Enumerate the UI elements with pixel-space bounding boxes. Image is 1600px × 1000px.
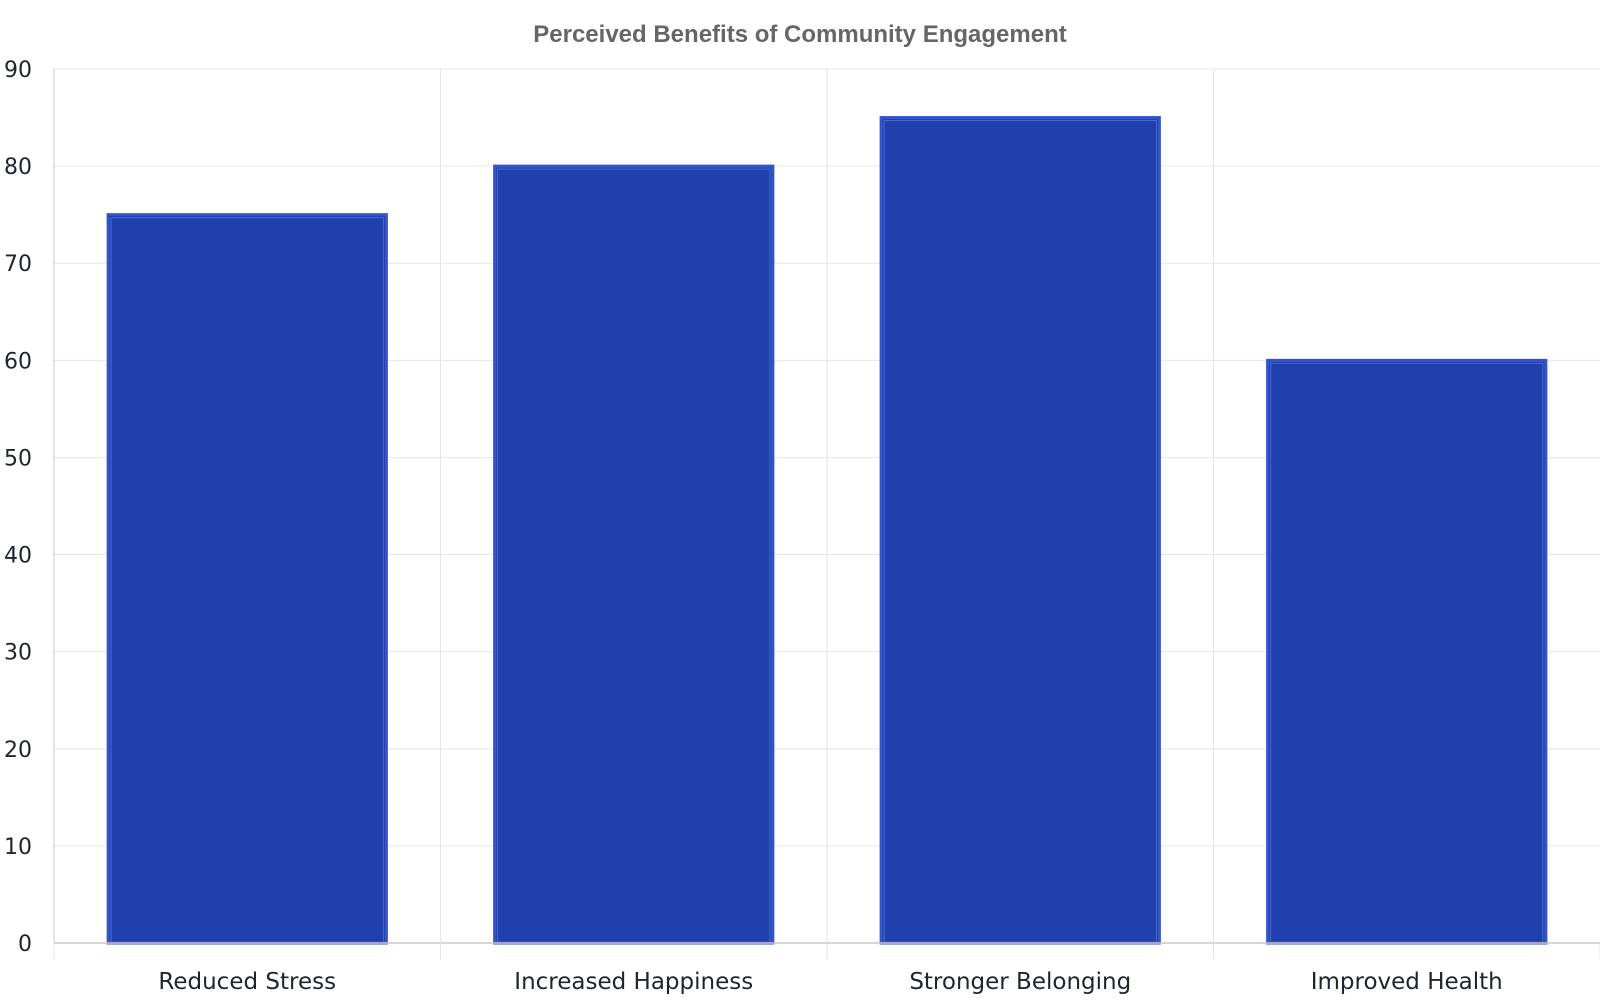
bar <box>106 213 388 945</box>
bar <box>493 164 775 945</box>
y-tick-label: 40 <box>4 544 32 569</box>
x-tick-label: Increased Happiness <box>514 969 753 995</box>
y-tick-label: 60 <box>4 349 32 374</box>
x-tick-label: Stronger Belonging <box>909 969 1131 995</box>
x-tick-label: Reduced Stress <box>158 969 336 995</box>
bar <box>879 116 1161 945</box>
bar <box>1266 358 1548 945</box>
y-tick-label: 80 <box>4 155 32 180</box>
y-tick-label: 70 <box>4 252 32 277</box>
bars-layer <box>106 116 1548 945</box>
y-tick-label: 0 <box>18 932 32 957</box>
y-tick-label: 90 <box>4 58 32 83</box>
x-tick-label: Improved Health <box>1311 969 1503 995</box>
y-tick-label: 30 <box>4 641 32 666</box>
y-tick-label: 50 <box>4 446 32 471</box>
y-tick-label: 20 <box>4 738 32 763</box>
chart-title: Perceived Benefits of Community Engageme… <box>533 21 1066 48</box>
axis-layer <box>53 69 1600 959</box>
y-tick-label: 10 <box>4 835 32 860</box>
labels-layer: 0 10 20 30 40 50 60 70 80 90 Reduced Stress Increas… <box>4 58 1503 995</box>
